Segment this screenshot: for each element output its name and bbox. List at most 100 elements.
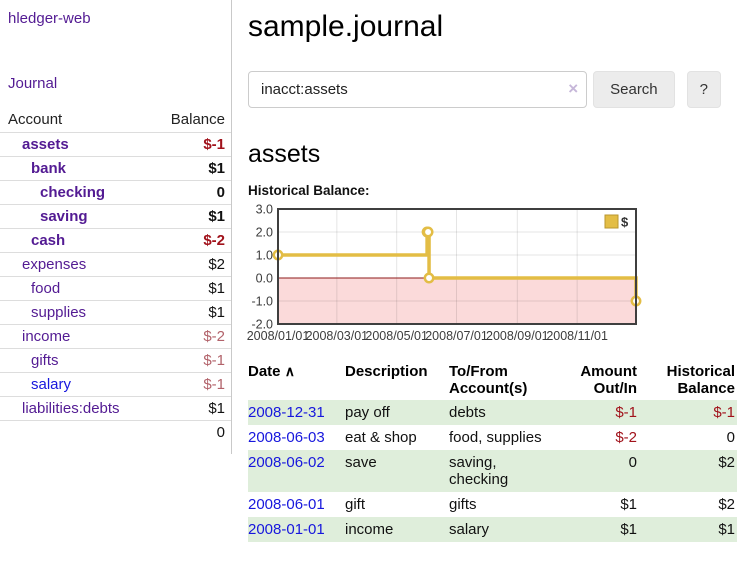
- svg-text:0.0: 0.0: [256, 272, 273, 286]
- svg-text:2.0: 2.0: [256, 226, 273, 240]
- search-form: × Search ?: [248, 71, 721, 108]
- account-link-gifts[interactable]: gifts: [8, 352, 59, 369]
- svg-text:2008/05/01: 2008/05/01: [365, 329, 428, 343]
- transaction-date-link[interactable]: 2008-01-01: [248, 521, 325, 538]
- transaction-amount: $1: [561, 492, 647, 517]
- account-link-cash[interactable]: cash: [8, 232, 65, 249]
- account-link-supplies[interactable]: supplies: [8, 304, 86, 321]
- account-row: income $-2: [0, 325, 231, 349]
- transaction-accounts: salary: [449, 517, 561, 542]
- transaction-row: 2008-06-02 save saving, checking 0 $2: [248, 450, 737, 492]
- account-balance: $2: [150, 253, 231, 277]
- account-row: gifts $-1: [0, 349, 231, 373]
- transaction-amount: 0: [561, 450, 647, 492]
- account-link-liabilities-debts[interactable]: liabilities:debts: [8, 400, 120, 417]
- account-row: assets $-1: [0, 133, 231, 157]
- transaction-row: 2008-06-01 gift gifts $1 $2: [248, 492, 737, 517]
- account-row: bank $1: [0, 157, 231, 181]
- column-header-description: Description: [345, 360, 449, 400]
- account-link-food[interactable]: food: [8, 280, 60, 297]
- account-row: expenses $2: [0, 253, 231, 277]
- transaction-date-link[interactable]: 2008-06-03: [248, 429, 325, 446]
- account-balance: $-1: [150, 133, 231, 157]
- svg-text:-1.0: -1.0: [251, 295, 273, 309]
- account-row: liabilities:debts $1: [0, 397, 231, 421]
- transaction-balance: $2: [647, 492, 737, 517]
- account-row: salary $-1: [0, 373, 231, 397]
- transaction-date-link[interactable]: 2008-06-02: [248, 454, 325, 471]
- account-link-salary[interactable]: salary: [8, 376, 71, 393]
- transaction-balance: $2: [647, 450, 737, 492]
- accounts-table: Account Balance assets $-1 bank $1 checkin…: [0, 108, 231, 444]
- app-window: hledger-web Journal Account Balance asse…: [0, 0, 742, 542]
- sidebar: hledger-web Journal Account Balance asse…: [0, 0, 232, 454]
- transaction-accounts: debts: [449, 400, 561, 425]
- sort-asc-icon: ∧: [285, 363, 295, 379]
- transaction-row: 2008-01-01 income salary $1 $1: [248, 517, 737, 542]
- transaction-row: 2008-06-03 eat & shop food, supplies $-2…: [248, 425, 737, 450]
- transaction-accounts: food, supplies: [449, 425, 561, 450]
- account-heading: assets: [248, 140, 721, 169]
- chart-title: Historical Balance:: [248, 183, 721, 198]
- transaction-description: pay off: [345, 400, 449, 425]
- accounts-header-balance: Balance: [150, 108, 231, 133]
- historical-balance-chart: $3.02.01.00.0-1.0-2.02008/01/012008/03/0…: [248, 207, 721, 343]
- transaction-balance: 0: [647, 425, 737, 450]
- clear-search-icon[interactable]: ×: [568, 79, 578, 99]
- account-row: saving $1: [0, 205, 231, 229]
- account-row: supplies $1: [0, 301, 231, 325]
- account-row: cash $-2: [0, 229, 231, 253]
- column-header-date[interactable]: Date ∧: [248, 360, 345, 400]
- account-link-checking[interactable]: checking: [8, 184, 105, 201]
- transaction-description: income: [345, 517, 449, 542]
- svg-text:1.0: 1.0: [256, 249, 273, 263]
- account-balance: $-1: [150, 373, 231, 397]
- account-link-bank[interactable]: bank: [8, 160, 66, 177]
- svg-text:$: $: [621, 215, 629, 230]
- account-balance: 0: [150, 181, 231, 205]
- transaction-date-link[interactable]: 2008-12-31: [248, 404, 325, 421]
- main-content: sample.journal × Search ? assets Histori…: [232, 0, 726, 542]
- account-link-expenses[interactable]: expenses: [8, 256, 86, 273]
- transaction-date-link[interactable]: 2008-06-01: [248, 496, 325, 513]
- transaction-description: save: [345, 450, 449, 492]
- transaction-balance: $1: [647, 517, 737, 542]
- register-header-row: Date ∧ Description To/From Account(s) Am…: [248, 360, 737, 400]
- transaction-description: gift: [345, 492, 449, 517]
- accounts-header-account: Account: [0, 108, 150, 133]
- account-balance: $-2: [150, 229, 231, 253]
- account-balance: $1: [150, 277, 231, 301]
- page-title: sample.journal: [248, 10, 721, 44]
- account-balance: $1: [150, 205, 231, 229]
- account-link-assets[interactable]: assets: [8, 136, 69, 153]
- account-link-saving[interactable]: saving: [8, 208, 88, 225]
- transaction-amount: $-2: [561, 425, 647, 450]
- chart-canvas: $3.02.01.00.0-1.0-2.02008/01/012008/03/0…: [248, 207, 648, 343]
- transaction-accounts: saving, checking: [449, 450, 561, 492]
- transaction-description: eat & shop: [345, 425, 449, 450]
- sidebar-item-journal[interactable]: Journal: [0, 73, 231, 94]
- account-balance: $1: [150, 397, 231, 421]
- account-link-income[interactable]: income: [8, 328, 70, 345]
- brand-link[interactable]: hledger-web: [0, 8, 231, 29]
- svg-text:2008/03/01: 2008/03/01: [306, 329, 369, 343]
- account-balance: $1: [150, 157, 231, 181]
- register-table: Date ∧ Description To/From Account(s) Am…: [248, 360, 737, 542]
- account-balance: $-1: [150, 349, 231, 373]
- help-button[interactable]: ?: [687, 71, 721, 108]
- column-header-balance: Historical Balance: [647, 360, 737, 400]
- search-input[interactable]: [248, 71, 587, 108]
- column-header-accounts: To/From Account(s): [449, 360, 561, 400]
- account-balance: $1: [150, 301, 231, 325]
- transaction-amount: $1: [561, 517, 647, 542]
- column-header-amount: Amount Out/In: [561, 360, 647, 400]
- account-row: checking 0: [0, 181, 231, 205]
- transaction-balance: $-1: [647, 400, 737, 425]
- transaction-row: 2008-12-31 pay off debts $-1 $-1: [248, 400, 737, 425]
- search-button[interactable]: Search: [593, 71, 675, 108]
- account-row: food $1: [0, 277, 231, 301]
- svg-text:2008/07/01: 2008/07/01: [425, 329, 488, 343]
- accounts-total-row: 0: [0, 421, 231, 445]
- account-balance: $-2: [150, 325, 231, 349]
- svg-text:3.0: 3.0: [256, 203, 273, 217]
